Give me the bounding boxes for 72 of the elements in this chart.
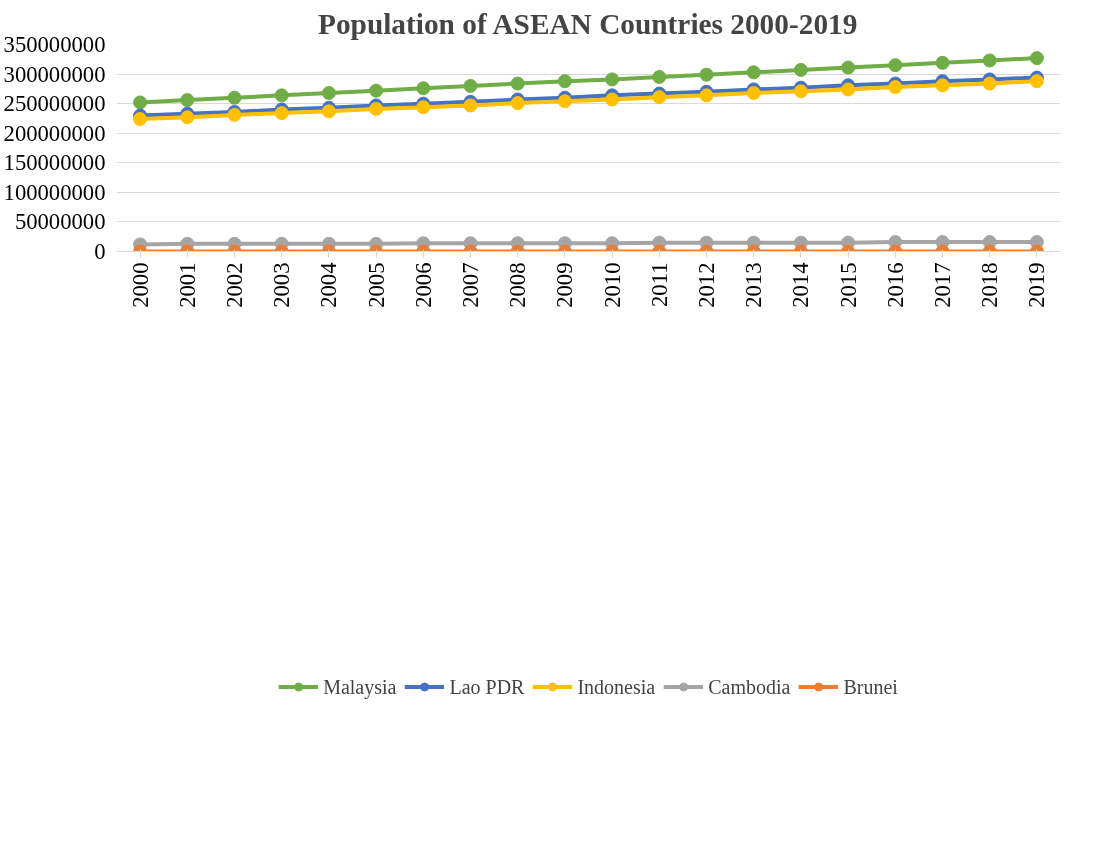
x-tick-label: 2013 (741, 262, 767, 308)
y-tick-label: 300000000 (3, 61, 106, 87)
point (416, 81, 431, 96)
point (180, 93, 195, 108)
point (605, 72, 620, 87)
point (321, 86, 336, 100)
point (227, 90, 242, 105)
point (1029, 51, 1044, 66)
x-tick-label: 2017 (930, 262, 955, 308)
x-tick-label: 2016 (882, 262, 908, 308)
y-tick-label: 50000000 (14, 209, 106, 235)
x-tick-label: 2006 (410, 262, 436, 308)
x-tick-label: 2012 (694, 262, 719, 308)
x-tick-label: 2018 (977, 262, 1003, 308)
legend-label: Malaysia (323, 675, 397, 699)
x-tick-label: 2000 (127, 262, 153, 308)
point (463, 98, 478, 113)
point (557, 94, 572, 109)
point (841, 82, 856, 97)
point (557, 74, 572, 89)
legend-label: Lao PDR (449, 675, 525, 699)
y-tick-label: 100000000 (3, 179, 106, 205)
point (888, 58, 903, 73)
point (793, 84, 808, 99)
point (982, 53, 997, 68)
point (510, 76, 525, 91)
point (935, 78, 950, 93)
legend-label: Indonesia (577, 675, 656, 699)
point (841, 60, 856, 75)
point (746, 65, 761, 80)
x-tick-label: 2009 (552, 262, 578, 308)
point (369, 83, 384, 98)
x-tick-label: 2007 (458, 262, 483, 308)
point (510, 96, 525, 111)
point (180, 110, 195, 125)
x-tick-label: 2014 (788, 262, 814, 308)
point (133, 95, 148, 110)
point (935, 55, 950, 70)
point (699, 88, 714, 103)
point (133, 112, 148, 127)
point (793, 62, 808, 77)
point (321, 104, 336, 119)
point (699, 67, 714, 82)
point (746, 86, 761, 100)
y-tick-label: 0 (94, 239, 106, 264)
chart-title: Population of ASEAN Countries 2000-2019 (318, 7, 858, 40)
point (605, 92, 620, 107)
point (274, 88, 289, 103)
legend-label: Brunei (843, 675, 898, 699)
x-tick-label: 2011 (646, 262, 672, 307)
point (463, 78, 478, 93)
x-tick-label: 2015 (835, 262, 861, 308)
x-tick-label: 2019 (1024, 262, 1050, 308)
point (1029, 74, 1044, 89)
point (652, 70, 667, 85)
x-tick-label: 2004 (316, 262, 342, 308)
x-tick-label: 2001 (174, 262, 200, 308)
x-tick-label: 2002 (222, 262, 247, 308)
x-tick-label: 2005 (363, 262, 389, 308)
y-tick-label: 150000000 (3, 150, 106, 176)
legend-label: Cambodia (708, 675, 791, 699)
point (652, 90, 667, 105)
x-tick-label: 2008 (505, 262, 531, 308)
x-tick-label: 2003 (269, 262, 295, 308)
x-tick-label: 2010 (599, 262, 625, 308)
y-tick-label: 250000000 (3, 91, 106, 117)
point (416, 100, 431, 115)
point (274, 106, 289, 121)
y-tick-label: 350000000 (3, 32, 106, 57)
point (888, 80, 903, 95)
point (982, 76, 997, 91)
y-tick-label: 200000000 (3, 120, 106, 146)
